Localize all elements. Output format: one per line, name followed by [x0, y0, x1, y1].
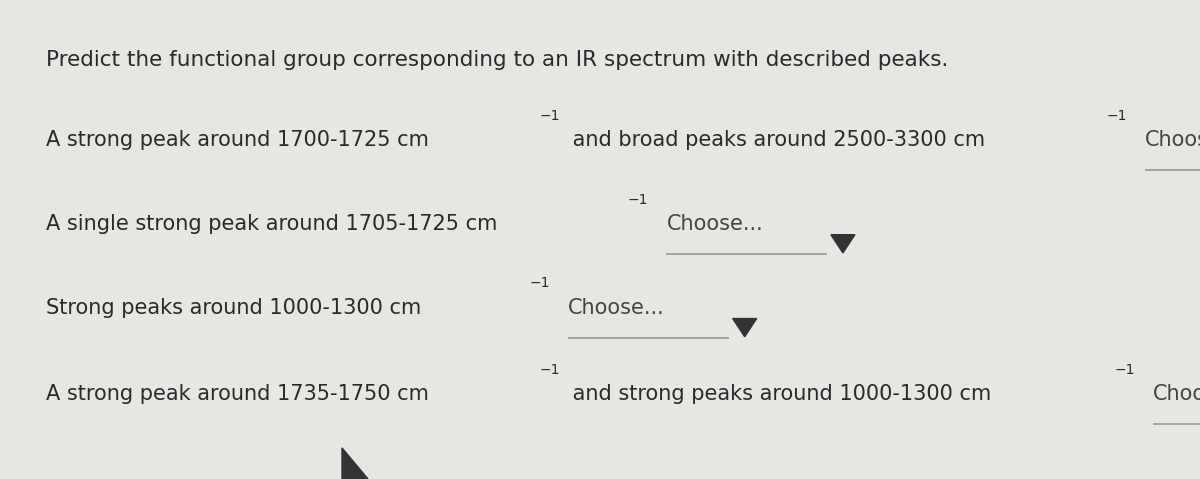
Text: A strong peak around 1735-1750 cm: A strong peak around 1735-1750 cm: [46, 384, 428, 404]
Text: −1: −1: [1115, 363, 1135, 376]
Text: Choose...: Choose...: [1153, 384, 1200, 404]
Text: and broad peaks around 2500-3300 cm: and broad peaks around 2500-3300 cm: [566, 130, 985, 150]
Text: Choose...: Choose...: [569, 298, 665, 318]
Text: A strong peak around 1700-1725 cm: A strong peak around 1700-1725 cm: [46, 130, 428, 150]
Polygon shape: [733, 319, 757, 337]
Text: −1: −1: [529, 276, 551, 290]
Text: A single strong peak around 1705-1725 cm: A single strong peak around 1705-1725 cm: [46, 214, 497, 234]
Text: −1: −1: [1106, 109, 1127, 123]
Polygon shape: [342, 448, 372, 479]
Text: −1: −1: [540, 109, 560, 123]
Text: −1: −1: [540, 363, 560, 376]
Polygon shape: [830, 235, 854, 253]
Text: Strong peaks around 1000-1300 cm: Strong peaks around 1000-1300 cm: [46, 298, 421, 318]
Text: and strong peaks around 1000-1300 cm: and strong peaks around 1000-1300 cm: [566, 384, 991, 404]
Text: −1: −1: [628, 193, 648, 206]
Text: Choose...: Choose...: [1145, 130, 1200, 150]
Text: Choose...: Choose...: [666, 214, 763, 234]
Text: Predict the functional group corresponding to an IR spectrum with described peak: Predict the functional group correspondi…: [46, 50, 948, 70]
